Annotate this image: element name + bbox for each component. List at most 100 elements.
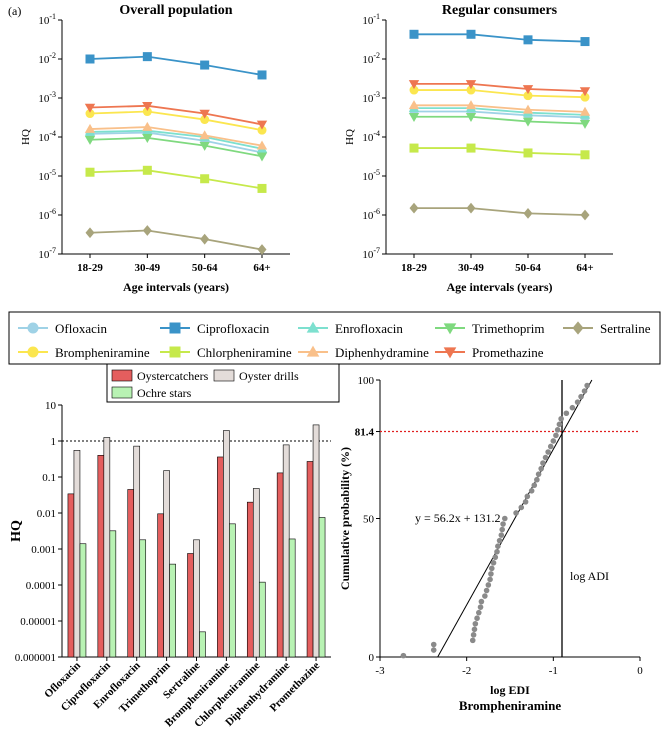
data-point: [465, 80, 477, 90]
line-chart-0: Overall population 10-7 10-6 10-5 10-4 10-3 10…: [20, 3, 290, 294]
legend-label: Oyster drills: [239, 369, 299, 383]
series-line-diphenhydramine: [414, 104, 586, 113]
y-tick-label: 10-3: [362, 90, 380, 105]
data-point: [580, 92, 590, 102]
data-point: [85, 109, 95, 119]
data-point: [482, 593, 488, 599]
legend-label: Brompheniramine: [55, 345, 150, 360]
legend-marker: [169, 346, 181, 358]
x-tick-label: 30-49: [458, 262, 484, 274]
y-tick-label: 10-2: [362, 51, 380, 66]
data-point: [580, 209, 590, 221]
legend-label: Trimethoprim: [472, 321, 544, 336]
data-point: [569, 404, 576, 411]
data-point: [488, 571, 494, 577]
y-tick-label: 10: [45, 400, 57, 412]
bar-oyster-drills: [103, 437, 111, 658]
data-point: [409, 85, 419, 95]
x-axis-label-2: Brompheniramine: [459, 698, 562, 713]
data-point: [256, 152, 268, 162]
bar-ochre-stars: [79, 543, 87, 658]
data-point: [584, 382, 590, 389]
x-tick-label: -1: [549, 665, 558, 677]
series-line-ciprofloxacin: [414, 33, 586, 43]
data-point: [556, 421, 563, 428]
data-point: [142, 165, 152, 175]
bar-oystercatchers: [306, 461, 314, 658]
data-point: [466, 85, 476, 95]
legend-marker: [169, 322, 181, 334]
data-point: [199, 130, 210, 140]
data-point: [522, 117, 534, 127]
data-point: [200, 233, 210, 245]
data-point: [553, 432, 559, 439]
y-axis-label: Cumulative probability (%): [338, 447, 352, 590]
legend-label: Ofloxacin: [55, 321, 107, 336]
data-point: [84, 123, 96, 133]
series-line-enrofloxacin: [89, 129, 263, 150]
bar-ochre-stars: [229, 523, 236, 658]
legend-box: [8, 311, 661, 365]
data-point: [522, 104, 534, 114]
y-tick-label: 81.4: [355, 427, 375, 439]
y-tick-label: 0.01: [37, 508, 56, 520]
y-tick-label: 0.000001: [15, 652, 56, 664]
y-tick-label: 100: [358, 375, 375, 387]
y-tick-label: 10-1: [362, 12, 380, 27]
legend-a: Ofloxacin Ciprofloxacin Enrofloxacin Trimet…: [8, 311, 661, 365]
y-tick-label: 0.1: [42, 472, 56, 484]
data-point: [142, 107, 152, 117]
panel-label-0: (a): [8, 4, 21, 18]
data-point: [535, 471, 542, 477]
y-tick-label: 10-1: [38, 12, 56, 27]
data-point: [409, 143, 419, 153]
data-point: [257, 183, 267, 193]
bar-oyster-drills: [252, 488, 260, 658]
data-point: [554, 427, 561, 433]
data-point: [558, 415, 564, 422]
data-point: [409, 202, 419, 214]
data-point: [466, 202, 476, 214]
legend-swatch: [111, 386, 133, 399]
bar-oystercatchers: [127, 489, 135, 658]
y-tick-label: 0.00001: [20, 616, 56, 628]
bar-oyster-drills: [223, 430, 230, 658]
data-point: [256, 140, 268, 150]
y-tick-label: 10-4: [38, 129, 56, 144]
y-tick-label: 10-7: [38, 246, 56, 261]
data-point: [142, 52, 152, 62]
x-tick-label: 18-29: [77, 262, 103, 274]
x-axis-label: Age intervals (years): [447, 280, 553, 294]
series-line-promethazine: [89, 104, 263, 126]
data-point: [524, 493, 531, 500]
data-point: [469, 637, 476, 644]
data-point: [471, 626, 478, 633]
legend-swatch: [213, 369, 235, 382]
data-point: [580, 37, 590, 47]
series-line-diphenhydramine: [89, 126, 263, 147]
data-point: [474, 615, 480, 622]
x-tick-label: 64+: [576, 262, 593, 274]
data-point: [579, 87, 591, 97]
data-point: [470, 632, 477, 638]
y-tick-label: 0.001: [31, 544, 56, 556]
y-tick-label: 1: [51, 436, 57, 448]
data-point: [487, 576, 493, 583]
legend-label: Promethazine: [472, 345, 544, 360]
bar-oystercatchers: [157, 513, 164, 658]
series-line-brompheniramine: [414, 89, 586, 99]
y-axis-label: HQ: [20, 129, 32, 145]
series-line-trimethoprim: [414, 115, 586, 125]
bar-oystercatchers: [187, 553, 194, 658]
data-point: [522, 499, 529, 505]
data-point: [409, 29, 419, 39]
series-line-sertraline: [414, 207, 586, 216]
series-line-trimethoprim: [89, 136, 263, 158]
y-tick-label: 10-2: [38, 51, 56, 66]
data-point: [466, 143, 476, 153]
legend-marker: [443, 323, 457, 335]
bar-oyster-drills: [73, 450, 81, 658]
data-point: [400, 652, 407, 659]
data-point: [478, 598, 485, 605]
series-line-enrofloxacin: [414, 107, 586, 116]
